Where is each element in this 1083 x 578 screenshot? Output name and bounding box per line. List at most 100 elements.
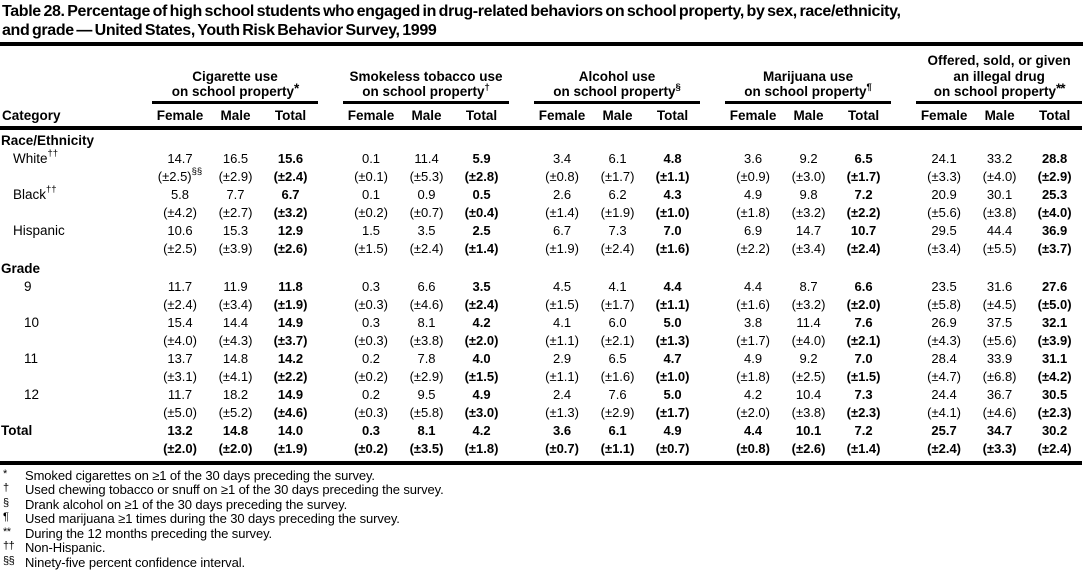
- cell-ci: (±5.2): [208, 404, 263, 422]
- cell-value: 28.4: [916, 350, 972, 368]
- table-row: Black†† 5.8 (±4.2) 7.7 (±2.7) 6.7 (±3.2) 0.1 (±0…: [0, 185, 1082, 222]
- column-gap: [891, 350, 916, 386]
- data-cell: 11.7 (±5.0): [152, 386, 208, 422]
- cell-ci: (±5.0): [152, 404, 208, 422]
- ci-text: (±1.6): [655, 240, 690, 256]
- value-text: 20.9: [931, 186, 957, 202]
- row-label-text: Black: [13, 186, 47, 202]
- value-text: 4.5: [553, 278, 572, 294]
- cell-ci: (±2.2): [725, 240, 781, 258]
- sub-header: Female: [725, 102, 782, 130]
- value-text: 3.8: [744, 314, 763, 330]
- ci-text: (±4.6): [982, 404, 1017, 420]
- title-rule: [0, 42, 1083, 46]
- cell-ci: (±3.7): [263, 332, 318, 350]
- column-gap: [700, 421, 726, 465]
- value-text: 25.3: [1041, 186, 1068, 202]
- value-text: 0.3: [361, 278, 381, 294]
- cell-value: 0.3: [343, 422, 399, 440]
- cell-ci: (±1.0): [645, 204, 700, 222]
- cell-value: 6.5: [836, 150, 891, 168]
- column-gap: [891, 186, 916, 222]
- data-cell: 2.4 (±1.3): [534, 386, 590, 422]
- cell-value: 4.1: [534, 314, 590, 332]
- value-text: 30.5: [1041, 386, 1068, 402]
- cell-ci: (±2.4): [152, 296, 208, 314]
- cell-value: 4.5: [534, 278, 590, 296]
- sub-header: Male: [781, 102, 837, 130]
- cell-value: 0.2: [343, 386, 399, 404]
- value-text: 4.9: [663, 422, 682, 438]
- value-text: 9.2: [799, 350, 818, 366]
- cell-ci: (±0.8): [725, 440, 781, 458]
- value-text: 24.1: [931, 150, 957, 166]
- value-text: 14.0: [277, 422, 304, 438]
- value-text: 23.5: [931, 278, 957, 294]
- column-gap: [318, 278, 343, 314]
- cell-ci: (±2.2): [263, 368, 318, 386]
- value-text: 11.9: [223, 278, 248, 294]
- cell-ci: (±1.8): [725, 368, 781, 386]
- sub-header: Total: [454, 102, 510, 130]
- value-text: 25.7: [931, 422, 957, 438]
- cell-value: 4.1: [590, 278, 645, 296]
- cell-value: 10.1: [781, 422, 836, 440]
- ci-text: (±3.7): [273, 332, 308, 348]
- cell-value: 5.9: [454, 150, 509, 168]
- ci-text: (±0.2): [354, 440, 388, 456]
- data-cell: 0.2 (±0.3): [343, 386, 399, 422]
- sub-header: Total: [1027, 102, 1083, 130]
- cell-value: 13.2: [152, 422, 208, 440]
- column-gap: [509, 222, 534, 258]
- group-header-line: an illegal drug: [916, 69, 1082, 85]
- ci-text: (±0.3): [354, 296, 388, 312]
- sub-header: Total: [645, 102, 701, 130]
- cell-ci: (±1.9): [590, 204, 645, 222]
- table-row: 11 13.7 (±3.1) 14.8 (±4.1) 14.2 (±2.2) 0.2 (±0.2…: [0, 350, 1082, 386]
- value-text: 0.2: [361, 386, 381, 402]
- cell-value: 0.3: [343, 314, 399, 332]
- footnote-marker: **: [3, 525, 11, 538]
- cell-ci: (±2.5)§§: [152, 167, 208, 186]
- cell-ci: (±4.2): [152, 204, 208, 222]
- value-text: 26.9: [931, 314, 957, 330]
- section-header-text: Grade: [1, 260, 41, 276]
- value-text: 14.2: [277, 350, 304, 366]
- data-cell: 14.2 (±2.2): [263, 350, 318, 386]
- footnote-text: Smoked cigarettes on ≥1 of the 30 days p…: [25, 467, 375, 483]
- cell-value: 25.7: [916, 422, 972, 440]
- cell-ci: (±5.8): [916, 296, 972, 314]
- data-cell: 4.4 (±1.1): [645, 278, 700, 314]
- value-text: 31.1: [1041, 350, 1068, 366]
- column-gap: [509, 386, 534, 422]
- value-text: 2.9: [553, 350, 572, 366]
- value-text: 4.0: [472, 350, 491, 366]
- cell-value: 3.4: [534, 150, 590, 168]
- group-header-text: on school property: [362, 84, 485, 99]
- value-text: 18.2: [222, 386, 249, 402]
- sub-header-label: Total: [465, 107, 498, 123]
- data-cell: 10.4 (±3.8): [781, 386, 836, 422]
- value-text: 33.2: [986, 150, 1013, 166]
- data-cell: 33.9 (±6.8): [972, 350, 1027, 386]
- section-header: Race/Ethnicity: [0, 128, 1082, 150]
- column-gap: [318, 102, 344, 130]
- value-text: 4.4: [744, 422, 763, 438]
- sub-header-label: Female: [729, 107, 777, 123]
- ci-text: (±1.5): [846, 368, 881, 384]
- data-cell: 6.9 (±2.2): [725, 222, 781, 258]
- data-cell: 14.7 (±2.5)§§: [152, 150, 208, 186]
- cell-value: 26.9: [916, 314, 972, 332]
- ci-text: (±1.9): [273, 296, 308, 312]
- ci-text: (±4.2): [163, 204, 197, 220]
- cell-value: 0.1: [343, 186, 399, 204]
- data-cell: 14.4 (±4.3): [208, 314, 263, 350]
- value-text: 34.7: [986, 422, 1013, 438]
- cell-ci: (±2.1): [590, 332, 645, 350]
- column-gap: [891, 421, 917, 465]
- data-cell: 0.3 (±0.3): [343, 278, 399, 314]
- cell-ci: (±1.7): [836, 168, 891, 186]
- data-cell: 27.6 (±5.0): [1027, 278, 1082, 314]
- row-footnote-marker: ††: [47, 148, 59, 159]
- column-gap: [891, 47, 916, 102]
